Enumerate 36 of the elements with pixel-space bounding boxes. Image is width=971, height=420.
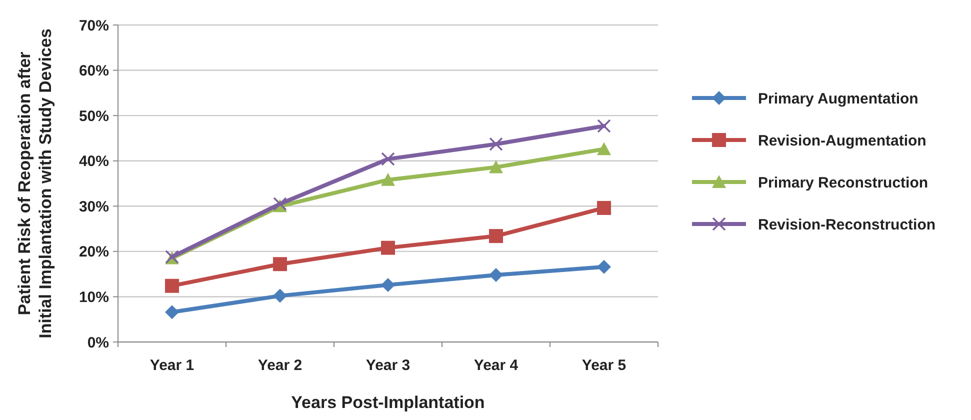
x-tick-label: Year 5 [582,357,626,374]
point [273,196,287,211]
x-tick-label: Year 3 [366,357,410,374]
legend-label: Primary Augmentation [758,90,918,108]
point [489,160,503,174]
y-tick-label: 30% [78,198,109,216]
point [165,305,179,320]
point [489,229,503,244]
y-axis-title: Patient Risk of Reoperation after Initial Implantation with Study Devices [15,28,55,338]
legend-label: Primary Reconstruction [758,174,928,192]
point [597,142,611,156]
point [597,119,611,133]
point [381,278,395,292]
point [597,260,611,274]
point [273,288,287,303]
point [381,152,395,166]
x-tick-label: Year 2 [258,357,302,374]
x-tick-label: Year 1 [150,357,194,374]
y-tick-label: 40% [78,153,109,170]
point [165,278,179,293]
point [381,240,395,255]
point [489,137,503,151]
y-tick-label: 70% [78,17,109,34]
y-tick-label: 60% [78,62,109,80]
y-tick-label: 0% [87,334,109,352]
point [489,268,503,282]
x-axis-title: Years Post-Implantation [291,393,485,412]
legend-label: Revision-Augmentation [758,132,926,150]
y-tick-label: 10% [78,288,109,306]
point [381,172,395,186]
y-tick-label: 20% [78,244,109,261]
point [597,200,611,215]
x-tick-label: Year 4 [474,357,519,374]
y-tick-label: 50% [78,108,109,125]
legend-label: Revision-Reconstruction [758,216,936,234]
point [273,257,287,272]
